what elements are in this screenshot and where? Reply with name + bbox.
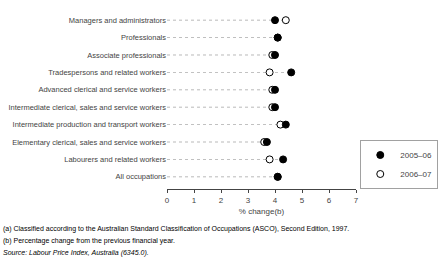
svg-text:6: 6 xyxy=(327,196,332,205)
svg-text:7: 7 xyxy=(354,196,359,205)
svg-text:1: 1 xyxy=(192,196,197,205)
html-text:(b) Percentage change from the: (b) Percentage change from the previous … xyxy=(3,237,175,244)
svg-text:Elementary clerical, sales and: Elementary clerical, sales and service w… xyxy=(12,138,166,147)
svg-text:Tradespersons and related work: Tradespersons and related workers xyxy=(48,68,166,77)
svg-text:Managers and administrators: Managers and administrators xyxy=(69,16,166,25)
svg-text:All occupations: All occupations xyxy=(116,172,167,181)
svg-text:2005–06: 2005–06 xyxy=(400,151,432,160)
svg-text:2006–07: 2006–07 xyxy=(400,170,432,179)
svg-text:0: 0 xyxy=(165,196,170,205)
svg-text:2: 2 xyxy=(219,196,224,205)
svg-text:Associate professionals: Associate professionals xyxy=(87,51,166,60)
html-text:Source: Labour Price Index, Au: Source: Labour Price Index, Australia (6… xyxy=(3,249,149,256)
svg-text:Professionals: Professionals xyxy=(121,33,166,42)
svg-text:% change(b): % change(b) xyxy=(239,207,285,216)
svg-text:Advanced clerical and service: Advanced clerical and service workers xyxy=(38,85,166,94)
svg-text:Intermediate clerical, sales a: Intermediate clerical, sales and service… xyxy=(8,103,166,112)
svg-text:4: 4 xyxy=(273,196,278,205)
svg-text:Labourers and related workers: Labourers and related workers xyxy=(64,155,166,164)
svg-text:Intermediate production and tr: Intermediate production and transport wo… xyxy=(13,120,167,129)
svg-text:5: 5 xyxy=(300,196,305,205)
svg-text:3: 3 xyxy=(246,196,251,205)
html-text:(a) Classified according to th: (a) Classified according to the Australi… xyxy=(3,225,350,232)
